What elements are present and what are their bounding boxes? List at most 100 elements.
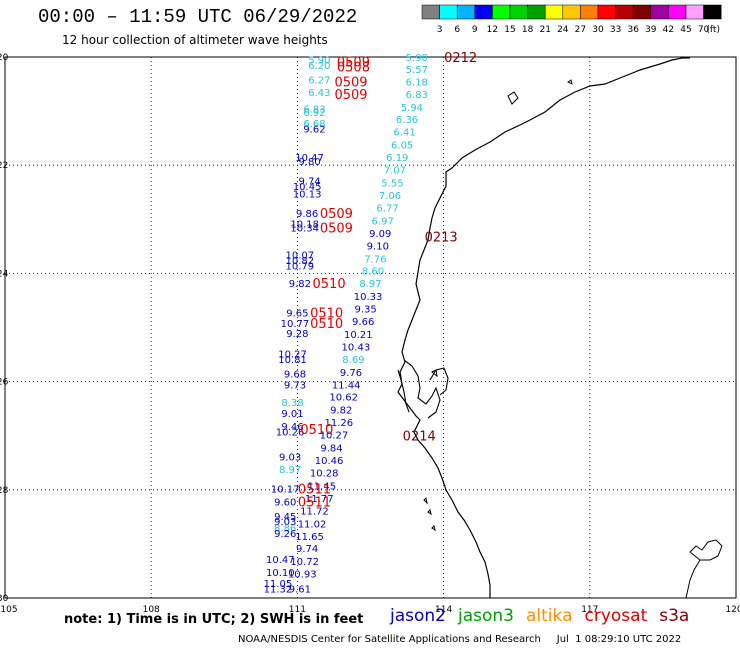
wave-height-value: 7.07 xyxy=(384,166,406,177)
wave-height-value: 7.76 xyxy=(364,254,386,265)
pass-time-label: 0509 xyxy=(334,88,367,103)
wave-height-value: 9.73 xyxy=(284,380,306,391)
wave-height-value: 9.01 xyxy=(281,409,303,420)
wave-height-value: 11.26 xyxy=(325,418,354,429)
wave-height-value: 10.33 xyxy=(354,292,383,303)
lon-tick-label: 120 xyxy=(725,605,740,615)
pass-time-label: 0213 xyxy=(425,231,458,246)
wave-height-value: 6.77 xyxy=(376,203,398,214)
wave-height-value: 8.97 xyxy=(359,279,381,290)
wave-height-value: 9.03 xyxy=(279,452,301,463)
wave-height-value: 10.27 xyxy=(278,349,307,360)
lat-tick-label: -26 xyxy=(0,378,9,388)
color-scale-label: 24 xyxy=(557,25,569,35)
wave-height-value: 5.94 xyxy=(401,103,423,114)
wave-height-value: 10.18 xyxy=(290,220,319,231)
color-scale-label: 27 xyxy=(575,25,586,35)
wave-height-value: 10.47 xyxy=(295,153,324,164)
color-swatch-16 xyxy=(703,4,722,20)
small-island-1 xyxy=(567,79,573,85)
wave-height-value: 6.68 xyxy=(303,119,325,130)
australia-west-coast-south xyxy=(397,207,491,598)
wave-height-value: 9.68 xyxy=(284,369,306,380)
pass-time-label: 0511 xyxy=(298,483,331,498)
wave-height-value: 10.34 xyxy=(290,223,319,234)
wave-height-value: 6.43 xyxy=(308,88,330,99)
peron-peninsula xyxy=(429,367,449,396)
pass-time-label: 0509 xyxy=(320,207,353,222)
color-scale-label: 9 xyxy=(472,25,478,35)
pass-time-label: 0510 xyxy=(300,423,333,438)
wave-height-value: 10.27 xyxy=(320,431,349,442)
wave-height-value: 9.82 xyxy=(330,406,352,417)
color-scale-label: 30 xyxy=(592,25,604,35)
lat-tick-label: -30 xyxy=(0,594,9,604)
color-scale-label: 45 xyxy=(680,25,691,35)
wave-height-value: 10.17 xyxy=(271,485,300,496)
wave-height-value: 10.45 xyxy=(293,182,322,193)
wave-height-value: 11.32 xyxy=(264,584,293,595)
wave-height-value: 11.44 xyxy=(332,380,361,391)
wave-height-value: 9.62 xyxy=(303,124,325,135)
abrolhos-islands xyxy=(423,496,436,532)
wave-height-value: 10.79 xyxy=(286,261,315,272)
lon-tick-label: 117 xyxy=(581,605,598,615)
wave-height-value: 6.92 xyxy=(303,108,325,119)
pass-time-label: 0214 xyxy=(403,430,436,445)
map-note: note: 1) Time is in UTC; 2) SWH is in fe… xyxy=(64,612,364,627)
pass-time-label: 0509 xyxy=(334,75,367,90)
wave-height-values: 5.905.576.186.835.946.366.416.056.197.07… xyxy=(264,53,428,595)
wave-height-value: 9.28 xyxy=(286,329,308,340)
legend-entry-jason2: jason2 xyxy=(390,606,446,626)
wave-height-value: 6.19 xyxy=(386,153,408,164)
shark-bay-peninsula xyxy=(403,359,441,419)
wave-height-value: 11.02 xyxy=(298,519,327,530)
wave-height-value: 9.60 xyxy=(274,498,296,509)
wave-height-value: 9.80 xyxy=(298,157,320,168)
color-scale-label: 18 xyxy=(522,25,534,35)
wave-height-value: 9.09 xyxy=(369,229,391,240)
wave-height-value: 5.57 xyxy=(406,65,428,76)
wave-height-value: 9.65 xyxy=(286,308,308,319)
wave-height-value: 11.72 xyxy=(300,506,329,517)
wave-height-value: 6.36 xyxy=(396,115,418,126)
wave-height-value: 8.38 xyxy=(281,398,303,409)
pass-time-label: 0509 xyxy=(337,55,370,70)
pass-time-label: 0510 xyxy=(310,317,343,332)
east-coast-segment xyxy=(685,559,701,599)
color-scale-label: (ft) xyxy=(706,25,720,35)
wave-height-value: 6.41 xyxy=(393,128,415,139)
lon-tick-label: 105 xyxy=(0,605,17,615)
map-grid xyxy=(4,56,737,599)
wave-height-value: 11.77 xyxy=(305,494,334,505)
wave-height-value: 9.46 xyxy=(281,422,303,433)
wave-height-value: 9.61 xyxy=(289,584,311,595)
coastline xyxy=(397,57,723,599)
wave-height-value: 9.82 xyxy=(289,279,311,290)
wave-height-value: 8.86 xyxy=(274,524,296,535)
legend-entry-s3a: s3a xyxy=(659,606,690,626)
wave-height-value: 10.77 xyxy=(281,319,310,330)
wave-height-value: 10.43 xyxy=(342,342,371,353)
wave-height-value: 10.21 xyxy=(344,330,373,341)
wave-height-value: 11.05 xyxy=(264,579,293,590)
wave-height-value: 9.10 xyxy=(367,241,389,252)
lat-tick-label: -24 xyxy=(0,269,9,279)
wave-height-value: 10.13 xyxy=(293,189,322,200)
legend-entry-cryosat: cryosat xyxy=(584,606,648,626)
map-subtitle: 12 hour collection of altimeter wave hei… xyxy=(62,33,328,47)
map-footer: NOAA/NESDIS Center for Satellite Applica… xyxy=(238,634,682,645)
wave-height-value: 10.28 xyxy=(310,468,339,479)
wave-height-value: 10.72 xyxy=(290,557,319,568)
wave-height-value: 10.07 xyxy=(286,250,315,261)
wave-height-value: 6.83 xyxy=(406,90,428,101)
legend-entry-altika: altika xyxy=(526,606,573,626)
wave-height-value: 9.26 xyxy=(274,529,296,540)
pass-time-label: 0510 xyxy=(313,277,346,292)
wave-height-value: 9.03 xyxy=(274,517,296,528)
satellite-legend: jason2 jason3 altika cryosat s3a xyxy=(390,606,701,626)
color-scale-label: 33 xyxy=(610,25,621,35)
wave-height-value: 6.20 xyxy=(308,61,330,72)
wave-height-value: 9.35 xyxy=(354,305,376,316)
